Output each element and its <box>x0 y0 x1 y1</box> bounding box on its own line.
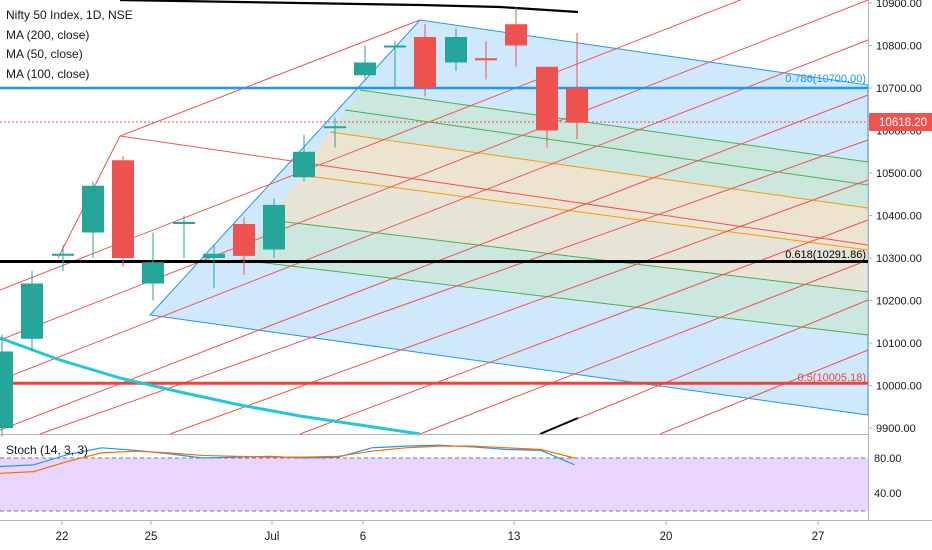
candle-2 <box>52 245 74 271</box>
candle-17 <box>505 7 527 67</box>
candle-13 <box>384 41 406 88</box>
stoch-legend[interactable]: Stoch (14, 3, 3) <box>6 443 89 457</box>
price-tick-label: 10500.00 <box>876 168 922 180</box>
candle-body <box>142 262 164 284</box>
price-axis[interactable] <box>868 0 932 550</box>
price-tick-label: 10300.00 <box>876 253 922 265</box>
chart-legend: Nifty 50 Index, 1D, NSE MA (200, close) … <box>6 6 133 84</box>
candle-body <box>173 221 195 224</box>
candles <box>0 7 588 437</box>
candle-14 <box>414 24 436 97</box>
stoch-band <box>0 458 868 511</box>
candle-body <box>263 204 285 250</box>
stoch-level-80: 80.00 <box>874 453 902 465</box>
fib-label-05: 0.5(10005.18) <box>798 372 867 384</box>
time-tick-label: 13 <box>508 531 521 543</box>
candle-body <box>475 58 497 61</box>
price-tick-label: 10700.00 <box>876 83 922 95</box>
candle-body <box>82 185 104 233</box>
candle-0 <box>0 334 13 437</box>
price-tick-label: 10900.00 <box>876 0 922 10</box>
price-tick-label: 10100.00 <box>876 338 922 350</box>
fib-channel <box>148 19 869 416</box>
candle-body <box>536 66 558 131</box>
time-axis-ticks: 22 25 Jul 6 13 20 27 <box>56 521 825 543</box>
candle-body <box>354 62 376 76</box>
time-tick-label: 25 <box>145 531 158 543</box>
price-tick-label: 10800.00 <box>876 41 922 53</box>
price-tick-label: 10400.00 <box>876 211 922 223</box>
time-tick-label: 22 <box>56 531 69 543</box>
stoch-pane[interactable] <box>0 444 868 512</box>
candle-12 <box>354 45 376 80</box>
candle-19 <box>566 32 588 139</box>
legend-ma50[interactable]: MA (50, close) <box>6 47 83 61</box>
candle-16 <box>475 41 497 80</box>
price-tick-label: 10000.00 <box>876 381 922 393</box>
time-tick-label: 6 <box>360 531 366 543</box>
candle-3 <box>82 181 104 258</box>
candle-11 <box>324 117 346 148</box>
candle-body <box>52 253 74 256</box>
candle-7 <box>203 245 225 288</box>
candle-18 <box>536 66 558 148</box>
price-tick-label: 10200.00 <box>876 296 922 308</box>
fib-label-786: 0.786(10700.00) <box>785 73 866 85</box>
legend-ma100[interactable]: MA (100, close) <box>6 66 90 81</box>
last-price-value: 10618.20 <box>879 117 927 129</box>
candle-body <box>414 37 436 88</box>
candle-9 <box>263 198 285 258</box>
candle-8 <box>233 217 255 275</box>
stoch-d-line <box>0 445 575 474</box>
legend-symbol[interactable]: Nifty 50 Index, 1D, NSE <box>6 8 133 22</box>
time-tick-label: 27 <box>812 531 825 543</box>
candle-4 <box>112 156 134 267</box>
candle-10 <box>293 134 315 182</box>
candle-body <box>21 283 43 339</box>
candle-body <box>566 88 588 123</box>
candle-body <box>112 160 134 258</box>
candle-body <box>293 151 315 178</box>
time-axis[interactable] <box>0 521 932 550</box>
candle-body <box>233 224 255 256</box>
candle-5 <box>142 232 164 301</box>
last-price-badge <box>869 113 932 131</box>
candle-15 <box>445 28 467 71</box>
candle-body <box>203 253 225 258</box>
candle-body <box>505 24 527 46</box>
legend-ma200[interactable]: MA (200, close) <box>6 27 90 42</box>
candle-1 <box>21 270 43 352</box>
price-axis-ticks: 10900.0010800.0010700.0010600.0010500.00… <box>868 0 922 435</box>
candle-body <box>384 45 406 48</box>
candle-6 <box>173 215 195 258</box>
candle-body <box>0 351 13 428</box>
time-tick-label: 20 <box>660 531 673 543</box>
fib-label-618: 0.618(10291.86) <box>785 249 866 261</box>
candle-body <box>445 37 467 63</box>
candle-body <box>324 126 346 129</box>
price-tick-label: 9900.00 <box>876 423 916 435</box>
moving-averages <box>0 0 579 436</box>
time-tick-label: Jul <box>265 531 280 543</box>
stoch-level-40: 40.00 <box>874 488 902 500</box>
